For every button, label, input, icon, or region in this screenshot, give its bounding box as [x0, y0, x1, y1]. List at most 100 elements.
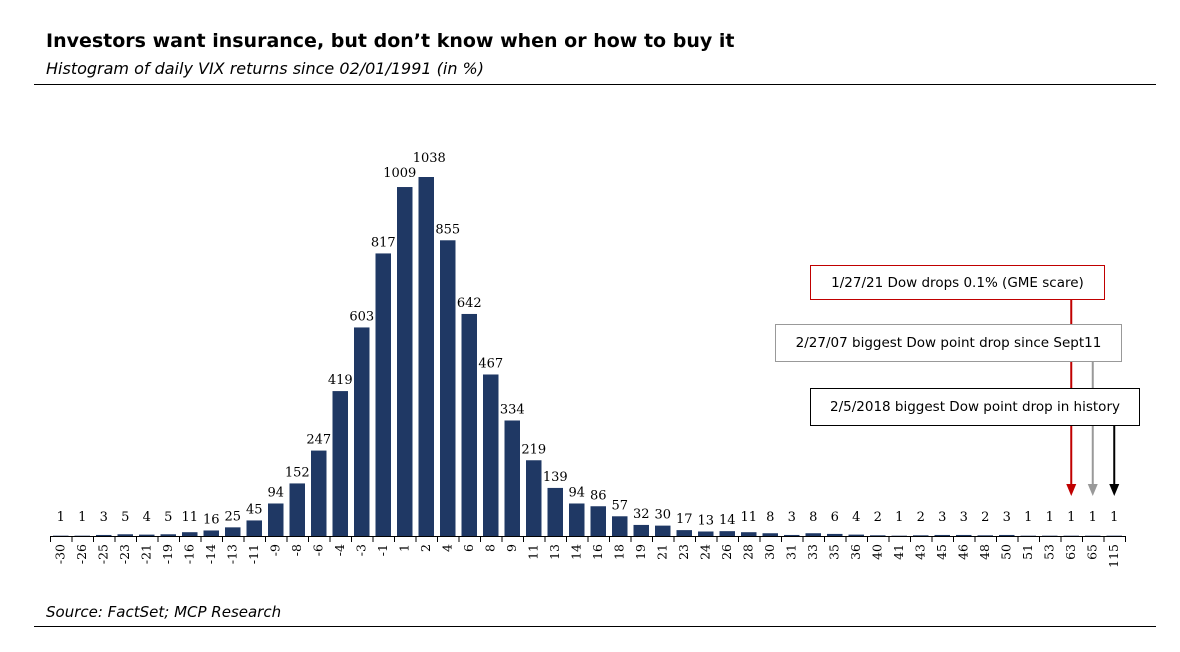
- category-label: 63: [1063, 544, 1078, 560]
- bar: [526, 460, 542, 536]
- chart-subtitle: Histogram of daily VIX returns since 02/…: [46, 59, 484, 78]
- category-label: -11: [246, 544, 261, 564]
- category-label: -30: [52, 544, 67, 564]
- category-label: 18: [611, 544, 626, 560]
- annotation-gme-scare: 1/27/21 Dow drops 0.1% (GME scare): [810, 265, 1105, 300]
- category-label: 23: [676, 544, 691, 560]
- data-label: 6: [831, 510, 839, 525]
- data-label: 219: [521, 442, 546, 457]
- annotation-arrowhead: [1109, 484, 1120, 496]
- bar: [612, 516, 628, 536]
- category-label: -6: [310, 544, 325, 556]
- data-label: 1: [1110, 510, 1118, 525]
- data-label: 3: [938, 510, 946, 525]
- category-label: 115: [1106, 544, 1121, 568]
- bar: [655, 525, 671, 536]
- bar: [913, 535, 929, 536]
- category-label: -8: [289, 544, 304, 556]
- category-label: 40: [869, 544, 884, 560]
- category-label: -4: [332, 544, 347, 556]
- data-label: 30: [654, 508, 671, 523]
- category-label: 14: [568, 544, 583, 560]
- category-label: -21: [138, 544, 153, 564]
- category-label: -16: [181, 544, 196, 564]
- data-label: 8: [766, 510, 774, 525]
- data-label: 1038: [413, 151, 446, 166]
- data-label: 855: [435, 222, 460, 237]
- category-label: 19: [633, 544, 648, 560]
- data-label: 5: [164, 510, 172, 525]
- bar: [311, 450, 327, 536]
- data-label: 94: [267, 485, 284, 500]
- bar: [96, 534, 112, 536]
- category-label: -23: [117, 544, 132, 564]
- data-label: 334: [500, 402, 525, 417]
- data-label: 603: [349, 309, 374, 324]
- bar: [461, 313, 477, 536]
- top-divider: [34, 84, 1156, 85]
- bar: [332, 391, 348, 536]
- bar: [289, 483, 305, 536]
- bar: [956, 534, 972, 536]
- data-label: 2: [917, 510, 925, 525]
- data-label: 247: [306, 433, 331, 448]
- bar: [160, 534, 176, 536]
- bar: [977, 535, 993, 536]
- category-label: 4: [439, 544, 454, 552]
- data-label: 1: [1024, 510, 1032, 525]
- category-label: 46: [955, 544, 970, 560]
- category-label: 2: [418, 544, 433, 552]
- data-label: 4: [143, 510, 151, 525]
- data-label: 86: [590, 488, 607, 503]
- category-label: 30: [762, 544, 777, 560]
- bar: [483, 374, 499, 536]
- bar: [934, 534, 950, 536]
- data-label: 139: [543, 470, 568, 485]
- category-label: -9: [267, 544, 282, 556]
- data-label: 3: [788, 510, 796, 525]
- category-label: 31: [783, 544, 798, 560]
- bar: [547, 487, 563, 536]
- data-label: 57: [611, 498, 628, 513]
- category-label: -25: [95, 544, 110, 564]
- data-label: 3: [100, 510, 108, 525]
- data-label: 152: [285, 465, 310, 480]
- bar: [590, 506, 606, 536]
- annotation-2007-drop: 2/27/07 biggest Dow point drop since Sep…: [775, 324, 1122, 362]
- data-label: 419: [328, 373, 353, 388]
- bar: [397, 187, 413, 537]
- data-label: 8: [809, 510, 817, 525]
- bar: [117, 534, 133, 536]
- data-label: 642: [457, 296, 482, 311]
- category-label: 6: [461, 544, 476, 552]
- category-label: 41: [891, 544, 906, 560]
- bar: [440, 240, 456, 536]
- bar: [203, 530, 219, 536]
- data-label: 17: [676, 512, 693, 527]
- data-label: 14: [719, 513, 736, 528]
- category-label: 43: [912, 544, 927, 560]
- bar: [805, 533, 821, 536]
- data-label: 3: [1003, 510, 1011, 525]
- bar: [827, 533, 843, 536]
- data-label: 11: [740, 510, 757, 525]
- category-label: 1: [396, 544, 411, 552]
- data-label: 1: [57, 510, 65, 525]
- category-label: 48: [977, 544, 992, 560]
- category-label: 24: [697, 544, 712, 560]
- bar: [698, 531, 714, 536]
- bar: [139, 534, 155, 536]
- data-label: 16: [203, 512, 220, 527]
- category-label: 36: [848, 544, 863, 560]
- bar: [268, 503, 284, 536]
- histogram-chart: 1-301-263-255-234-215-1911-1616-1425-134…: [50, 151, 1126, 568]
- bar: [504, 420, 520, 536]
- bar: [741, 532, 757, 536]
- bar: [375, 253, 391, 536]
- bar: [569, 503, 585, 536]
- bar: [870, 535, 886, 536]
- category-label: 9: [504, 544, 519, 552]
- bar: [784, 534, 800, 536]
- category-label: 51: [1020, 544, 1035, 560]
- category-label: 16: [590, 544, 605, 560]
